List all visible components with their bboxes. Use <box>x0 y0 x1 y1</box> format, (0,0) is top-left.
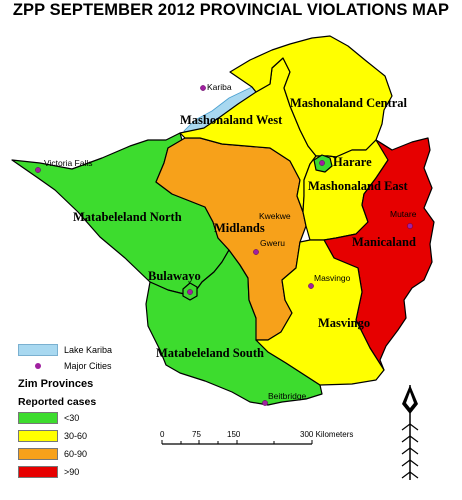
city-masvingo-marker[interactable] <box>308 283 314 289</box>
city-gweru-marker[interactable] <box>253 249 259 255</box>
label-mashonaland-central: Mashonaland Central <box>290 96 408 110</box>
city-gweru-label: Gweru <box>260 238 285 248</box>
city-kariba-marker[interactable] <box>200 85 206 91</box>
scale-tick-75: 75 <box>192 430 201 439</box>
label-matabeleland-north: Matabeleland North <box>73 210 182 224</box>
scale-tick-0: 0 <box>160 430 165 439</box>
city-mutare-label: Mutare <box>390 209 417 219</box>
map-title: ZPP SEPTEMBER 2012 PROVINCIAL VIOLATIONS… <box>12 1 450 19</box>
legend-subheading: Reported cases <box>18 396 97 408</box>
legend-lake-swatch <box>18 344 58 356</box>
city-beitbridge-label: Beitbridge <box>268 391 307 401</box>
scale-tick-150: 150 <box>227 430 241 439</box>
city-kariba-label: Kariba <box>207 82 232 92</box>
city-beitbridge-marker[interactable] <box>262 400 268 406</box>
legend-swatch-4 <box>18 466 58 478</box>
legend-cities-label: Major Cities <box>64 361 112 371</box>
city-harare-marker[interactable] <box>319 160 325 166</box>
city-mutare-marker[interactable] <box>407 223 413 229</box>
label-bulawayo: Bulawayo <box>148 269 201 283</box>
label-midlands: Midlands <box>214 221 265 235</box>
legend-row-lake: Lake Kariba <box>18 344 112 356</box>
city-victoria-falls-label: Victoria Falls <box>44 158 93 168</box>
scale-tick-300: 300 Kilometers <box>300 430 353 439</box>
city-victoria-falls-marker[interactable] <box>35 167 41 173</box>
legend-heading: Zim Provinces <box>18 378 94 390</box>
legend-row-class-2: 30-60 <box>18 430 87 442</box>
legend-row-class-3: 60-90 <box>18 448 87 460</box>
legend-row-cities: Major Cities <box>18 361 112 371</box>
legend-swatch-3 <box>18 448 58 460</box>
city-masvingo-label: Masvingo <box>314 273 351 283</box>
legend-swatch-2 <box>18 430 58 442</box>
province-manicaland[interactable] <box>323 137 435 371</box>
legend-row-class-1: <30 <box>18 412 79 424</box>
city-kwekwe-label: Kwekwe <box>259 211 291 221</box>
legend-class-1-label: <30 <box>64 413 80 423</box>
scale-bar: 0 75 150 300 Kilometers <box>160 430 353 445</box>
legend-lake-label: Lake Kariba <box>64 345 113 355</box>
label-manicaland: Manicaland <box>352 235 416 249</box>
north-arrow-icon <box>401 385 419 480</box>
province-masvingo[interactable] <box>255 239 385 386</box>
legend-city-dot <box>35 363 41 369</box>
city-bulawayo-marker[interactable] <box>187 289 193 295</box>
legend-row-class-4: >90 <box>18 466 79 478</box>
legend-swatch-1 <box>18 412 58 424</box>
label-mashonaland-east: Mashonaland East <box>308 179 409 193</box>
legend-class-3-label: 60-90 <box>64 449 88 459</box>
label-matabeleland-south: Matabeleland South <box>156 346 264 360</box>
label-masvingo: Masvingo <box>318 316 370 330</box>
label-harare: Harare <box>333 155 372 169</box>
legend-class-4-label: >90 <box>64 467 80 477</box>
label-mashonaland-west: Mashonaland West <box>180 113 283 127</box>
legend-class-2-label: 30-60 <box>64 431 88 441</box>
